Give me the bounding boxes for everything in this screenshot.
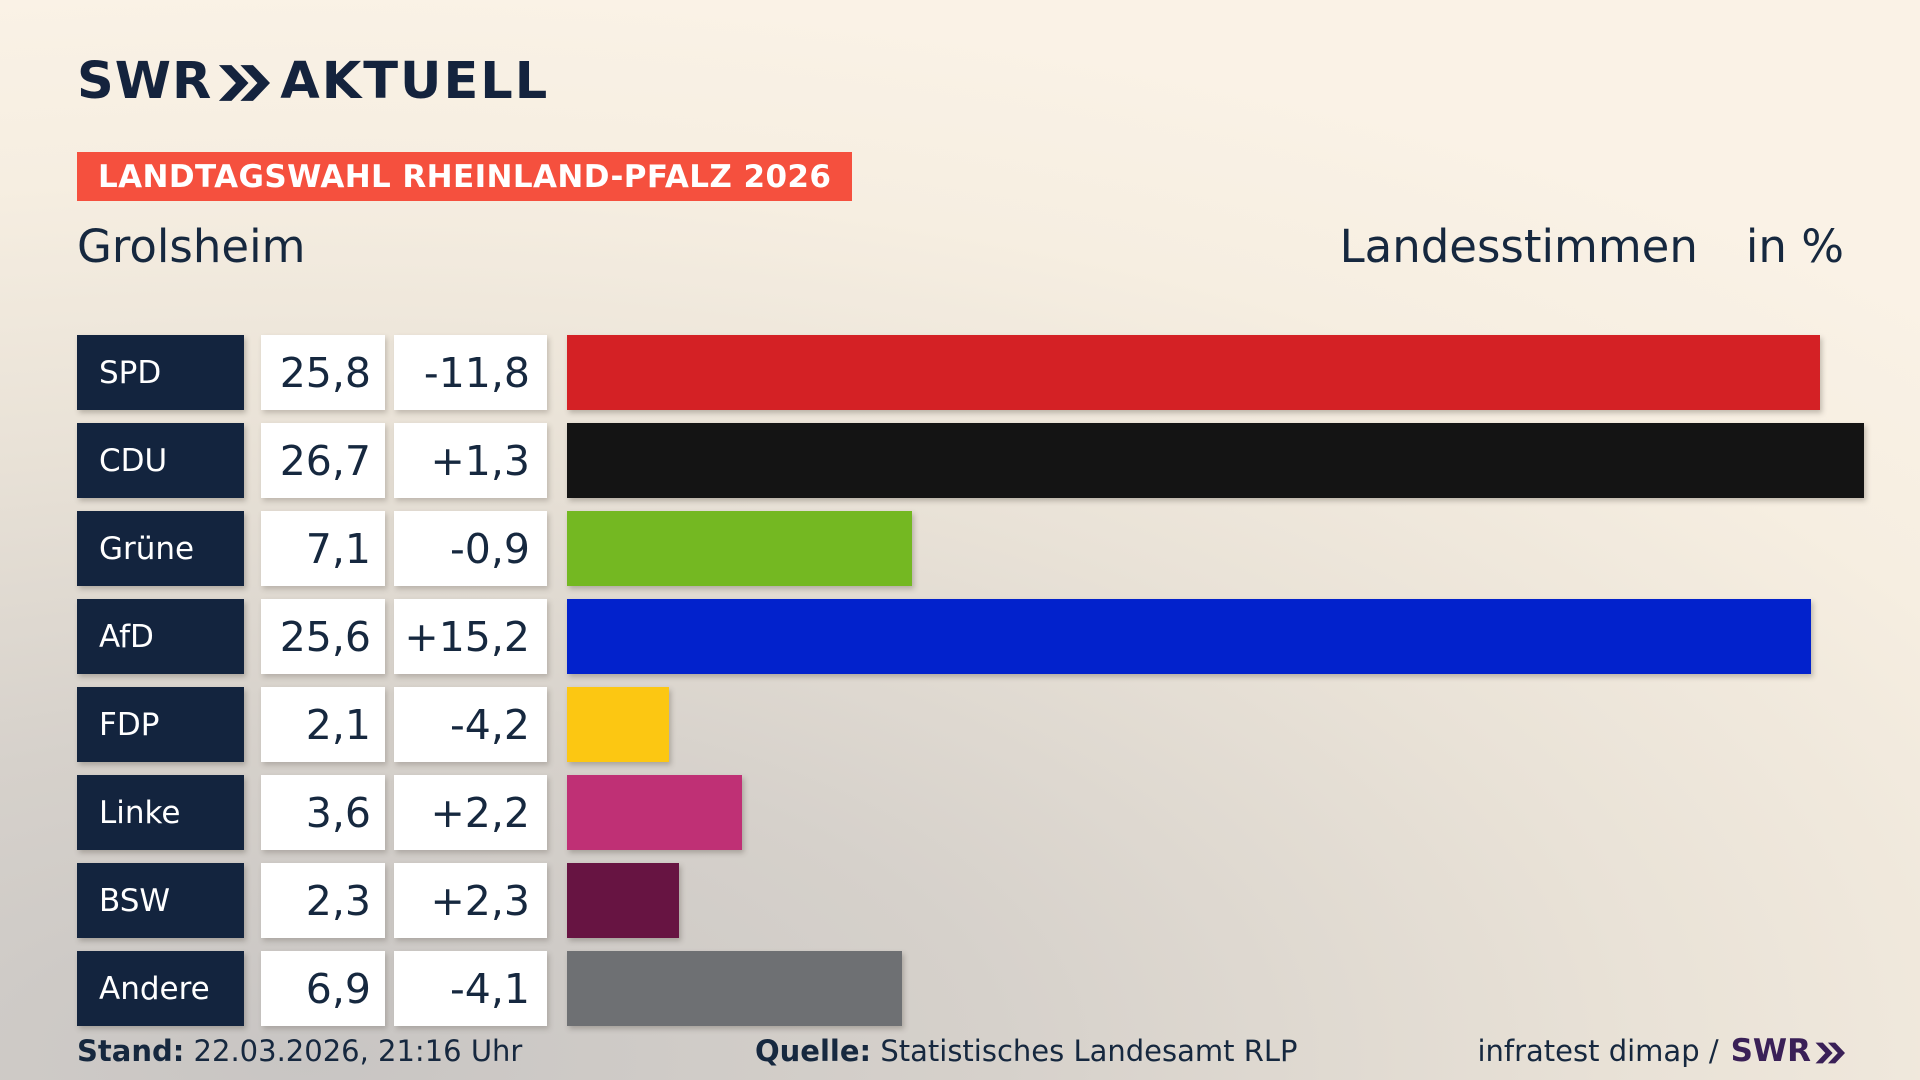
party-label: AfD (77, 599, 244, 674)
party-value: 2,1 (261, 687, 385, 762)
stand-value: 22.03.2026, 21:16 Uhr (193, 1034, 523, 1068)
party-change: +2,2 (394, 775, 547, 850)
party-row: BSW 2,3 +2,3 (77, 863, 1864, 938)
party-label: SPD (77, 335, 244, 410)
party-row: Linke 3,6 +2,2 (77, 775, 1864, 850)
party-value: 25,6 (261, 599, 385, 674)
party-bar (567, 863, 679, 938)
party-bar (567, 951, 903, 1026)
party-row: Grüne 7,1 -0,9 (77, 511, 1864, 586)
party-bar (567, 775, 742, 850)
footer-quelle: Quelle: Statistisches Landesamt RLP (755, 1034, 1298, 1068)
bar-track (567, 951, 1864, 1026)
party-bar (567, 423, 1864, 498)
bar-track (567, 423, 1864, 498)
party-label: FDP (77, 687, 244, 762)
party-row: CDU 26,7 +1,3 (77, 423, 1864, 498)
stand-label: Stand: (77, 1034, 185, 1068)
swr-logo-suffix: AKTUELL (280, 52, 550, 111)
party-label: Grüne (77, 511, 244, 586)
bar-track (567, 511, 1864, 586)
party-change: -4,1 (394, 951, 547, 1026)
credit-text: infratest dimap / (1477, 1034, 1719, 1068)
chart-unit-label: in % (1745, 220, 1844, 273)
party-bar (567, 511, 912, 586)
party-change: +15,2 (394, 599, 547, 674)
footer-swr-logo-text: SWR (1730, 1032, 1811, 1069)
party-value: 7,1 (261, 511, 385, 586)
party-bar (567, 335, 1821, 410)
bar-track (567, 599, 1864, 674)
footer: Stand: 22.03.2026, 21:16 Uhr Quelle: Sta… (0, 1034, 1920, 1074)
bar-track (567, 863, 1864, 938)
party-change: +1,3 (394, 423, 547, 498)
party-value: 25,8 (261, 335, 385, 410)
chart-measure: Landesstimmen in % (1340, 220, 1844, 274)
party-value: 26,7 (261, 423, 385, 498)
footer-swr-chevrons-icon (1815, 1042, 1845, 1063)
bar-track (567, 335, 1864, 410)
election-banner: LANDTAGSWAHL RHEINLAND-PFALZ 2026 (77, 152, 853, 201)
swr-logo-text: SWR (77, 52, 213, 111)
bar-track (567, 687, 1864, 762)
party-change: -11,8 (394, 335, 547, 410)
party-change: -4,2 (394, 687, 547, 762)
chart-measure-label: Landesstimmen (1339, 220, 1698, 273)
quelle-value: Statistisches Landesamt RLP (880, 1034, 1298, 1068)
party-label: Andere (77, 951, 244, 1026)
quelle-label: Quelle: (755, 1034, 872, 1068)
party-label: CDU (77, 423, 244, 498)
party-row: AfD 25,6 +15,2 (77, 599, 1864, 674)
swr-chevrons-icon (218, 64, 271, 102)
party-value: 3,6 (261, 775, 385, 850)
title-row: Grolsheim Landesstimmen in % (77, 220, 1844, 274)
chart-rows: SPD 25,8 -11,8 CDU 26,7 +1,3 Grüne 7,1 -0,9 AfD 25… (77, 335, 1864, 1039)
footer-credit: infratest dimap / SWR (1477, 1034, 1845, 1068)
footer-stand: Stand: 22.03.2026, 21:16 Uhr (77, 1034, 522, 1068)
party-label: BSW (77, 863, 244, 938)
party-change: +2,3 (394, 863, 547, 938)
party-value: 2,3 (261, 863, 385, 938)
party-bar (567, 687, 669, 762)
swr-aktuell-logo: SWR AKTUELL (77, 56, 549, 107)
footer-swr-logo: SWR (1730, 1032, 1845, 1069)
bar-track (567, 775, 1864, 850)
page-title-location: Grolsheim (77, 220, 306, 273)
party-row: FDP 2,1 -4,2 (77, 687, 1864, 762)
party-value: 6,9 (261, 951, 385, 1026)
party-change: -0,9 (394, 511, 547, 586)
party-row: Andere 6,9 -4,1 (77, 951, 1864, 1026)
party-bar (567, 599, 1811, 674)
party-row: SPD 25,8 -11,8 (77, 335, 1864, 410)
party-label: Linke (77, 775, 244, 850)
